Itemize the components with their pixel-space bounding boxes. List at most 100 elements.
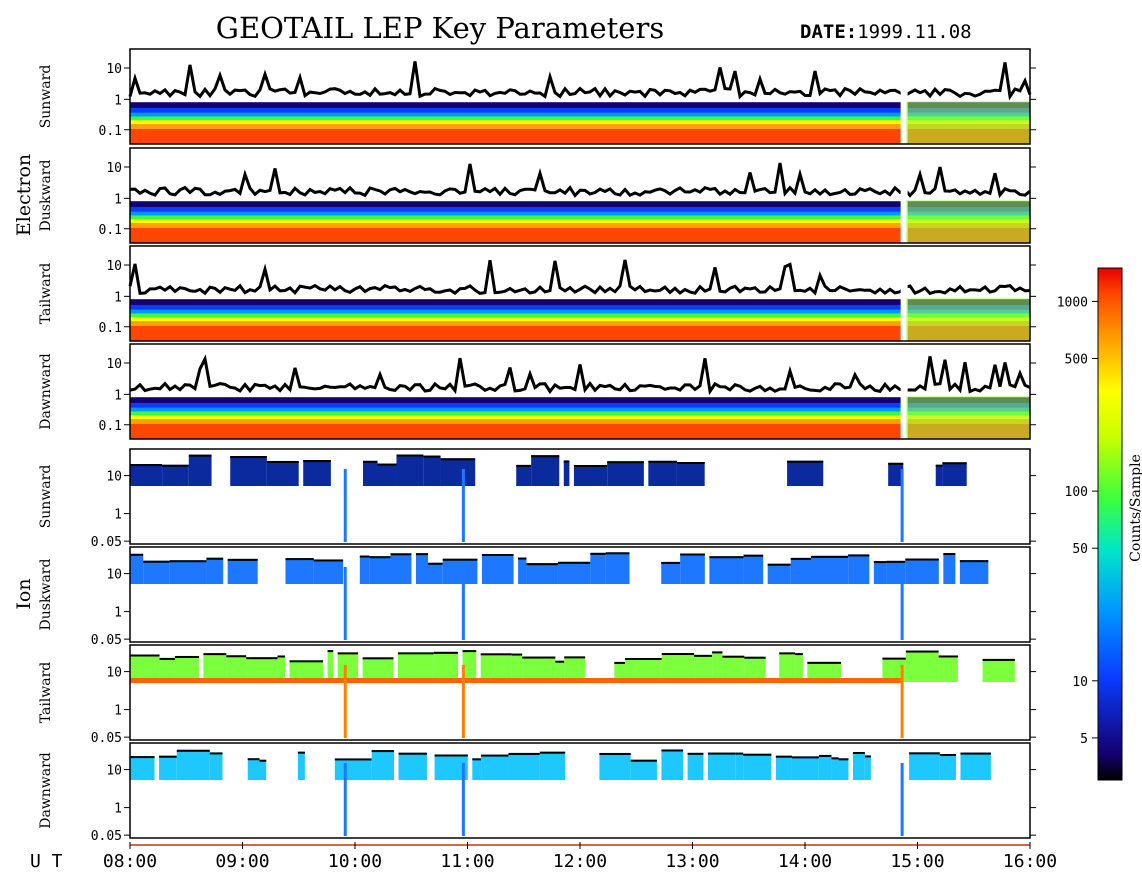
ion-flux-block [481,754,509,780]
energy-band [130,321,1030,326]
y-tick-label: 1 [114,290,122,305]
ion-flux-block [206,557,224,584]
ion-flux-edge [203,653,227,656]
group-label-electron: Electron [13,154,35,236]
x-tick-label: 10:00 [328,851,382,872]
ion-flux-edge [625,657,662,660]
ion-flux-edge [942,462,967,465]
x-tick-label: 13:00 [665,851,719,872]
panel-frame [129,48,1031,145]
ion-flux-block [864,755,871,780]
ion-flux-edge [434,754,468,757]
ion-flux-block [203,653,227,682]
energy-band [130,299,1030,309]
ion-flux-edge [303,460,331,463]
panel-frame [129,245,1031,342]
ion-flux-block [743,554,764,584]
ion-flux-edge [775,755,792,758]
panel-label: Sunward [38,65,54,129]
ion-flux-block [630,759,657,780]
ion-flux-block [397,652,434,682]
ion-flux-edge [362,657,394,660]
data-gap [900,246,908,341]
panel-ion-dawnward: 10 1 0.05 Dawnward [38,742,1036,844]
panel-ion-sunward: 10 1 0.05 Sunward [38,448,1036,550]
ion-flux-block [377,463,397,486]
colorbar-label: Counts/Sample [1128,454,1142,562]
ion-flux-edge [807,661,842,664]
ion-flux-block [557,561,591,584]
ion-flux-edge [938,655,958,658]
ion-spike [343,763,347,836]
ion-spike [343,665,347,738]
ion-flux-block [735,752,744,780]
y-tick-label: 10 [106,161,122,176]
ion-flux-block [648,460,677,486]
ion-flux-edge [209,752,223,755]
ion-flux-edge [143,560,170,563]
ion-flux-block [230,455,267,486]
ion-flux-block [130,756,155,780]
ion-flux-block [159,657,175,682]
energy-band [130,407,1030,414]
ion-flux-block [694,654,713,682]
y-tick-label: 10 [106,764,122,779]
ion-flux-block [767,563,791,584]
date-value: 1999.11.08 [857,21,971,43]
ion-flux-edge [563,460,570,463]
ion-flux-edge [481,554,514,557]
ion-flux-edge [266,460,299,463]
ion-flux-block [807,661,842,682]
post-gap-band [906,101,1030,144]
ion-flux-edge [511,653,523,656]
y-tick-label: 1 [114,802,122,817]
ion-flux-block [680,553,705,584]
energy-band [130,128,1030,144]
ion-flux-edge [599,752,631,755]
ion-flux-block [518,557,527,584]
time-axis: U T 08:00 09:00 10:00 11:00 12:00 13:00 14:00 15… [30,842,1057,872]
ion-flux-edge [960,752,991,755]
energy-band [130,317,1030,322]
ion-flux-edge [648,460,677,463]
ion-flux-block [905,650,939,682]
ion-flux-edge [285,558,314,561]
post-gap-band [906,200,1030,243]
ion-flux-edge [743,554,764,557]
panel-label: Duskward [38,559,54,631]
energy-band [130,397,1030,407]
ion-flux-edge [831,757,839,760]
ion-flux-edge [779,652,796,655]
ion-flux-block [959,560,989,584]
ion-flux-edge [176,749,210,752]
ion-flux-block [779,652,796,682]
ion-flux-edge [415,553,428,556]
chart-title: GEOTAIL LEP Key Parameters [216,11,664,45]
ion-flux-edge [614,661,626,664]
spectrogram-panels: 10 1 0.1 Sunward 10 1 0.1 Duskward 10 1 0.1 Tailwar… [38,48,1036,844]
y-tick-label: 0.05 [91,731,122,746]
ion-flux-edge [590,552,606,555]
ion-flux-block [573,465,608,486]
ion-flux-block [259,759,267,780]
ion-flux-edge [480,653,512,656]
panel-label: Duskward [38,160,54,232]
ion-flux-edge [440,458,476,461]
ion-flux-edge [169,560,207,563]
ion-flux-edge [462,650,477,653]
ion-flux-block [882,657,906,682]
ion-flux-block [661,653,695,682]
ion-flux-block [905,558,939,584]
ion-flux-edge [442,558,478,561]
ion-flux-block [285,558,314,584]
y-tick-label: 10 [106,259,122,274]
energy-band [130,211,1030,218]
ion-flux-block [508,752,540,780]
ion-tailward-band [130,678,901,683]
energy-band [130,313,1030,319]
ion-flux-block [743,753,772,780]
panel-frame [129,742,1031,839]
panel-label: Dawnward [38,752,54,829]
y-tick-label: 0.1 [99,223,122,238]
energy-band [130,206,1030,215]
